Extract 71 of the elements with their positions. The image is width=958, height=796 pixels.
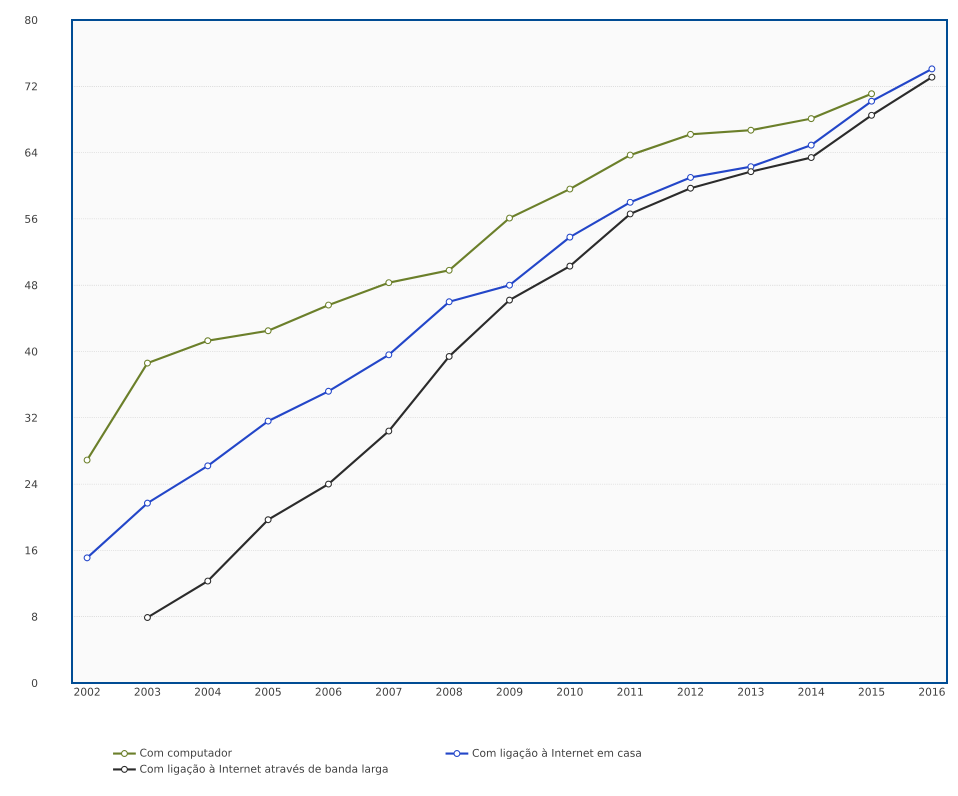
point [808,142,815,149]
y-tick-label: 72 [25,82,37,90]
y-tick-label: 48 [24,281,38,290]
x-tick-label: 2014 [798,688,824,696]
point [626,198,634,206]
x-tick-label: 2013 [738,688,764,696]
point [506,296,513,304]
x-tick-label: 2004 [194,688,221,696]
point [928,74,936,81]
y-tick-label: 16 [26,546,38,554]
point [84,554,91,562]
point [446,352,453,360]
y-tick-label: 24 [25,480,38,488]
point [264,418,272,425]
x-tick-label: 2010 [557,688,583,696]
point [566,186,574,193]
point [325,480,332,488]
point [144,500,151,507]
x-tick-label: 2006 [316,688,342,696]
point [385,428,392,435]
y-tick-label: 40 [24,347,38,356]
point [325,302,332,309]
legend-label: Com computador [140,748,232,759]
point [204,337,212,344]
point [808,154,815,162]
point [928,65,936,72]
point [84,456,91,464]
point [868,90,876,98]
point [808,115,815,122]
y-tick-label: 32 [25,414,37,422]
point [506,282,513,289]
x-tick-label: 2011 [617,688,643,696]
point [144,360,151,367]
x-tick-label: 2005 [255,688,281,696]
x-tick-label: 2003 [134,688,160,696]
point [687,184,694,192]
y-tick-label: 0 [32,678,38,688]
point [204,578,212,585]
x-tick-label: 2008 [436,688,462,696]
point [264,327,272,334]
point [868,112,876,119]
point [325,388,332,395]
point [747,168,754,176]
point [687,130,694,138]
point [446,298,453,306]
y-tick-label: 8 [32,612,38,621]
y-tick-label: 80 [25,16,38,24]
point [626,210,634,218]
point [264,516,272,524]
point [144,614,151,621]
point [566,262,574,270]
point [385,279,392,286]
x-tick-label: 2009 [496,688,522,696]
point [506,214,513,222]
point [687,174,694,181]
x-tick-label: 2012 [678,688,704,696]
x-tick-label: 2015 [858,688,884,696]
point [747,126,754,134]
x-tick-label: 2007 [376,688,402,696]
x-tick-label: 2002 [74,688,100,696]
legend-label: Com ligação à Internet em casa [472,748,641,759]
legend-label: Com ligação à Internet através de banda larga [140,764,388,775]
point [626,152,634,159]
y-tick-label: 64 [25,148,38,157]
point [204,462,212,470]
point [566,234,574,241]
point [868,98,876,105]
point [446,266,453,274]
x-tick-label: 2016 [919,688,945,696]
y-tick-label: 56 [25,214,38,223]
point [385,351,392,358]
